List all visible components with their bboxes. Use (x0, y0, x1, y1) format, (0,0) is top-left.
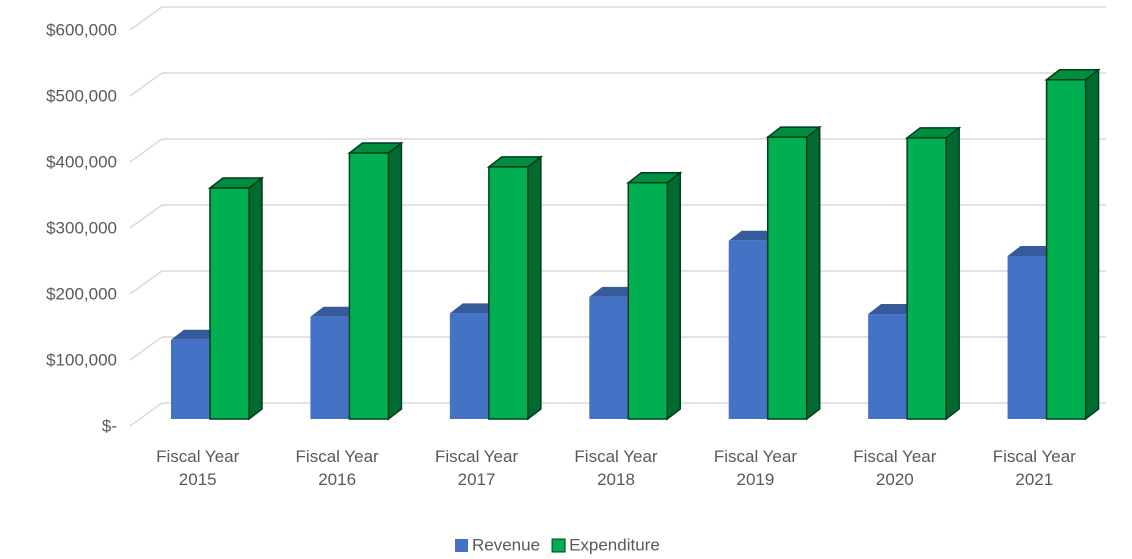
bar-side (527, 155, 542, 421)
y-tick-label: $600,000 (46, 20, 117, 39)
bar (589, 296, 629, 419)
y-tick-label: $400,000 (46, 152, 117, 171)
grid-line-side (129, 270, 163, 295)
x-tick-label: Fiscal Year 2018 (574, 447, 658, 489)
bar (348, 152, 390, 420)
legend-swatch (551, 538, 566, 553)
y-tick-label: $300,000 (46, 218, 117, 237)
y-tick-label: $- (102, 416, 117, 435)
bar-side (248, 176, 263, 421)
x-tick-label: Fiscal Year 2019 (713, 447, 797, 489)
bar-side (1084, 68, 1100, 421)
bar (310, 316, 350, 419)
bar-side (387, 141, 403, 421)
bar (627, 181, 669, 420)
bar-side (666, 171, 682, 421)
x-tick-label: Fiscal Year 2017 (434, 447, 519, 489)
bar (488, 166, 529, 420)
bar-side (945, 126, 960, 421)
legend-label: Revenue (472, 535, 540, 554)
bar (868, 314, 908, 419)
y-tick-label: $200,000 (46, 284, 117, 303)
y-tick-label: $500,000 (46, 86, 117, 105)
grid-line-side (129, 72, 163, 97)
bar (209, 187, 250, 420)
legend-swatch (455, 539, 468, 552)
x-tick-label: Fiscal Year 2016 (295, 447, 379, 489)
grid-line-side (129, 138, 163, 163)
x-tick-label: Fiscal Year 2015 (156, 447, 240, 489)
bar (449, 313, 489, 419)
bar (766, 136, 808, 420)
x-tick-label: Fiscal Year 2020 (853, 447, 937, 489)
grid-line-side (129, 336, 163, 361)
bar (1007, 255, 1047, 419)
grid-line-side (129, 402, 163, 427)
bar (171, 339, 210, 419)
bar (906, 137, 947, 420)
bar (728, 240, 768, 419)
grid-line-side (129, 204, 163, 229)
bar-side (805, 125, 821, 421)
y-tick-label: $100,000 (46, 350, 117, 369)
legend-label: Expenditure (569, 535, 660, 554)
bar (1045, 79, 1087, 420)
grid-line-side (129, 6, 163, 31)
x-tick-label: Fiscal Year 2021 (992, 447, 1076, 489)
